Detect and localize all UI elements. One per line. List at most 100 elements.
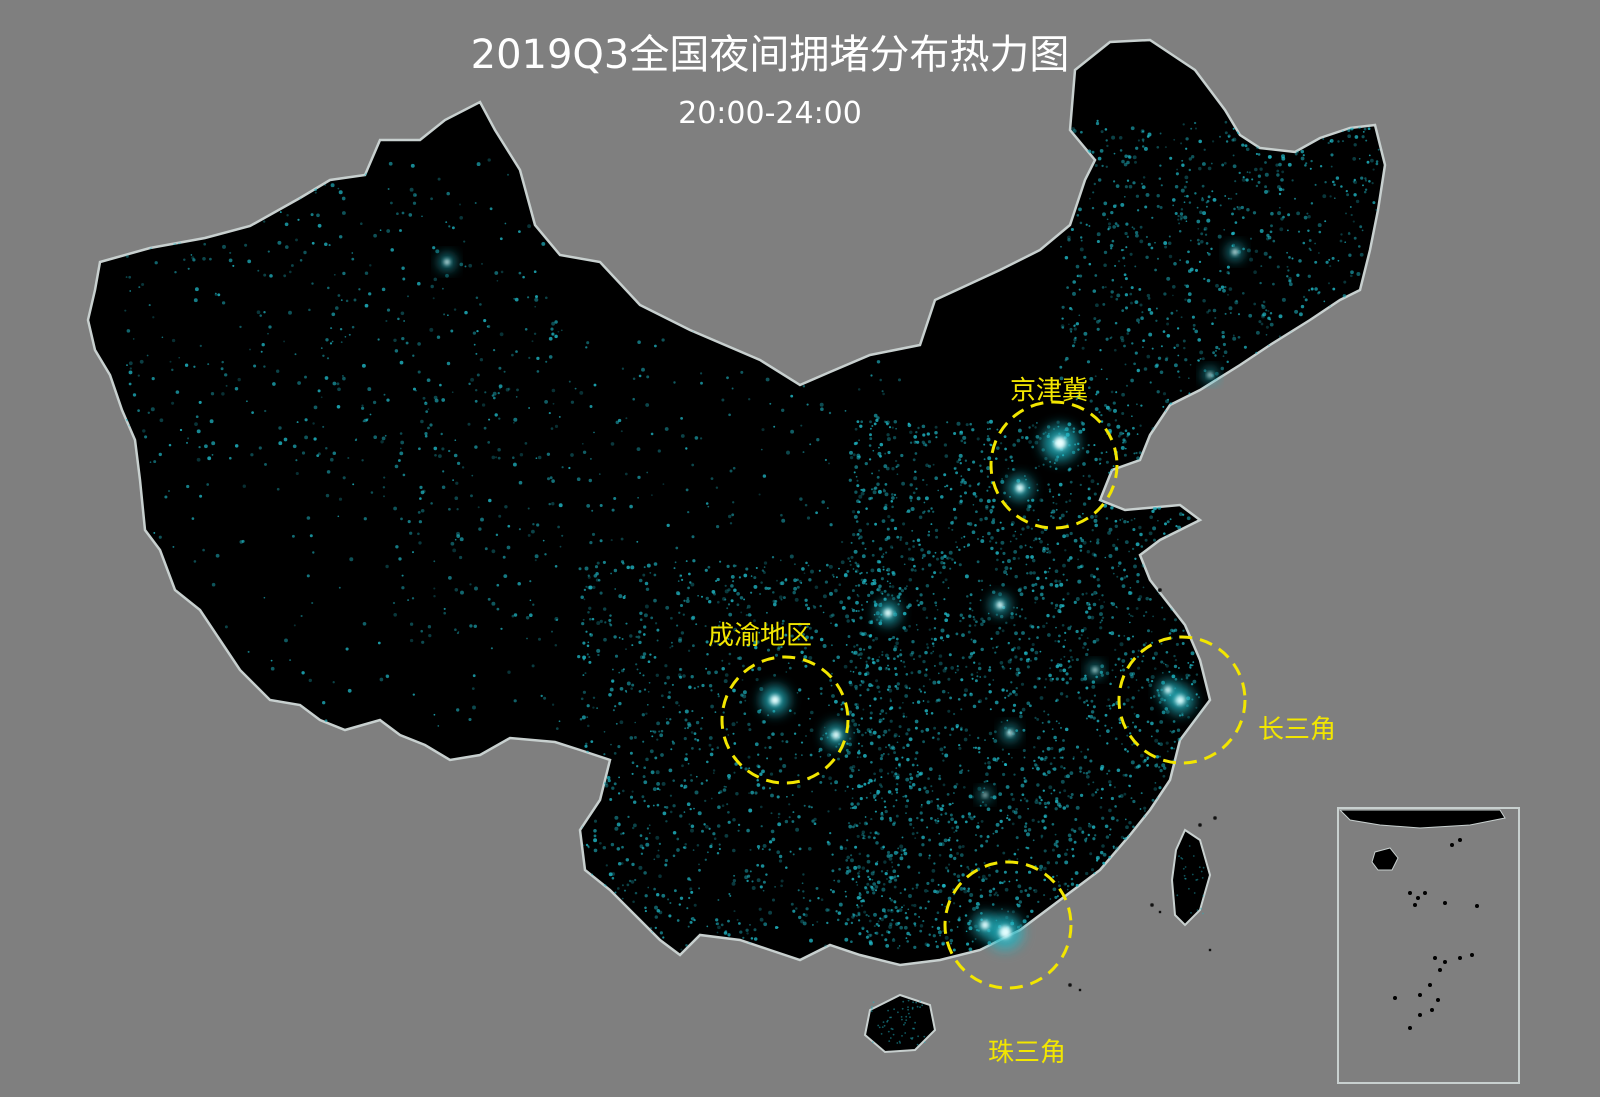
heat-dot bbox=[841, 701, 845, 705]
heat-dot bbox=[1206, 199, 1210, 203]
heat-dot bbox=[744, 767, 748, 771]
heat-dot bbox=[582, 674, 585, 677]
heat-dot bbox=[1371, 293, 1375, 297]
heat-dot bbox=[969, 893, 974, 897]
heat-dot bbox=[1003, 870, 1007, 874]
heat-dot bbox=[1140, 545, 1144, 548]
heat-dot bbox=[1106, 705, 1108, 707]
heat-dot bbox=[126, 329, 131, 333]
heat-dot bbox=[1070, 877, 1074, 881]
heat-dot bbox=[387, 188, 390, 190]
heat-dot bbox=[956, 421, 961, 426]
heat-dot bbox=[492, 391, 497, 396]
heat-dot bbox=[1062, 806, 1067, 810]
heat-dot bbox=[1026, 525, 1030, 529]
heat-dot bbox=[858, 494, 863, 499]
heat-dot bbox=[851, 719, 855, 723]
heat-dot bbox=[1274, 377, 1277, 380]
heat-dot bbox=[1197, 783, 1201, 788]
heat-dot bbox=[1214, 391, 1218, 394]
heat-dot bbox=[1212, 198, 1217, 202]
heat-dot bbox=[892, 436, 897, 440]
heat-dot bbox=[1134, 265, 1137, 268]
heat-dot bbox=[1139, 888, 1143, 892]
heat-dot bbox=[1081, 422, 1085, 426]
heat-dot bbox=[1079, 483, 1082, 487]
heat-dot bbox=[850, 651, 853, 654]
heat-dot bbox=[1095, 393, 1098, 396]
heat-dot bbox=[211, 454, 214, 456]
heat-dot bbox=[943, 443, 948, 447]
heat-dot bbox=[1153, 882, 1156, 885]
heat-dot bbox=[875, 931, 879, 935]
heat-dot bbox=[968, 624, 972, 628]
heat-dot bbox=[611, 680, 614, 683]
heat-dot bbox=[915, 430, 918, 434]
heat-dot bbox=[1264, 172, 1269, 177]
heat-dot bbox=[966, 545, 969, 547]
heat-dot bbox=[1116, 224, 1120, 228]
heat-dot bbox=[430, 197, 433, 201]
heat-dot bbox=[1062, 573, 1065, 576]
heat-dot bbox=[1190, 947, 1195, 952]
heat-dot bbox=[1082, 771, 1086, 775]
heat-dot bbox=[1133, 452, 1136, 455]
heat-dot bbox=[853, 731, 856, 734]
heat-dot bbox=[1169, 801, 1174, 806]
heat-dot bbox=[1212, 351, 1215, 355]
heat-dot bbox=[894, 905, 898, 910]
heat-dot bbox=[272, 382, 276, 386]
heat-dot bbox=[1337, 259, 1340, 262]
heat-dot bbox=[959, 484, 962, 487]
heat-dot bbox=[854, 490, 858, 494]
heat-dot bbox=[872, 891, 876, 895]
heat-dot bbox=[1135, 451, 1138, 455]
heat-dot bbox=[1090, 699, 1094, 703]
heat-dot bbox=[1079, 274, 1083, 278]
heat-dot bbox=[839, 600, 844, 605]
heat-dot bbox=[355, 438, 358, 441]
heat-dot bbox=[1124, 231, 1128, 236]
heat-dot bbox=[1103, 919, 1107, 924]
heat-dot bbox=[890, 706, 893, 710]
heat-dot bbox=[802, 873, 805, 876]
heat-dot bbox=[221, 392, 225, 396]
heat-dot bbox=[961, 815, 965, 819]
heat-dot bbox=[914, 726, 918, 730]
heat-dot bbox=[942, 759, 945, 762]
heat-dot bbox=[1129, 774, 1132, 778]
heat-dot bbox=[1320, 405, 1325, 410]
heat-dot bbox=[872, 882, 876, 886]
heat-dot bbox=[882, 733, 885, 737]
heat-dot bbox=[1000, 540, 1005, 545]
heat-dot bbox=[1080, 564, 1084, 568]
heat-dot bbox=[747, 722, 751, 727]
heat-dot bbox=[1117, 657, 1121, 661]
heat-dot bbox=[1067, 795, 1070, 798]
heat-dot bbox=[1136, 655, 1140, 658]
heat-dot bbox=[1063, 766, 1066, 770]
heat-dot bbox=[424, 432, 428, 436]
heat-dot bbox=[187, 174, 191, 178]
heat-dot bbox=[1026, 701, 1031, 706]
heat-dot bbox=[412, 193, 417, 197]
heat-dot bbox=[500, 270, 504, 274]
heat-dot bbox=[920, 818, 924, 822]
heat-dot bbox=[854, 845, 858, 849]
heat-dot bbox=[401, 211, 405, 215]
heat-dot bbox=[934, 917, 938, 921]
heat-dot bbox=[464, 265, 467, 268]
heat-dot bbox=[895, 641, 899, 646]
heat-dot bbox=[826, 753, 831, 757]
heat-dot bbox=[606, 775, 611, 780]
heat-dot bbox=[932, 934, 936, 938]
heat-dot bbox=[798, 847, 802, 851]
heat-dot bbox=[650, 770, 655, 775]
heat-dot bbox=[1222, 288, 1226, 293]
heat-dot bbox=[1267, 235, 1272, 240]
heat-dot bbox=[1027, 936, 1031, 940]
heat-dot bbox=[1222, 355, 1225, 358]
heat-dot bbox=[802, 633, 805, 636]
heat-dot bbox=[1020, 767, 1025, 772]
heat-dot bbox=[1048, 673, 1052, 678]
